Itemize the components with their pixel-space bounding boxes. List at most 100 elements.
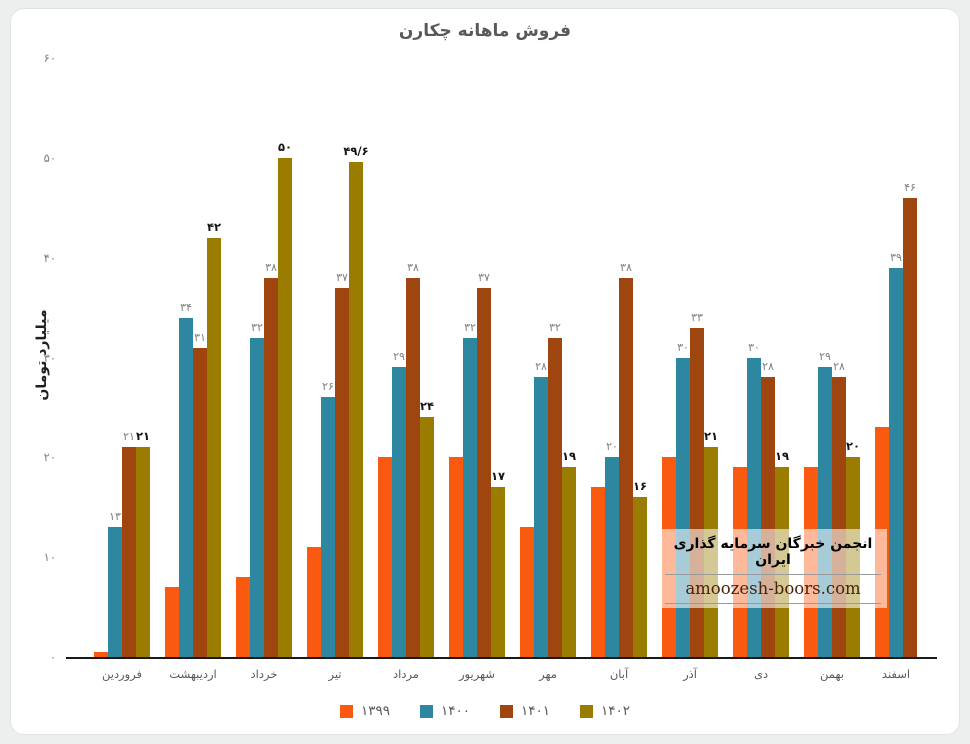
- bar-label-1401-month-5: ۳۷: [478, 270, 490, 284]
- bar-label-1402-month-6: ۱۹: [561, 449, 577, 464]
- x-label-month-9: دی: [753, 667, 769, 681]
- bar-label-1402-month-5: ۱۷: [490, 469, 506, 484]
- bar-label-1400-month-9: ۳۰: [748, 340, 760, 354]
- bar-1401-month-9: ۲۸: [761, 360, 775, 657]
- y-tick-10: ۱۰: [43, 550, 56, 565]
- bar-group-6: ۲۸ ۳۲ ۱۹ مهر: [520, 58, 576, 681]
- bar-label-1401-month-0: ۲۱: [123, 430, 135, 444]
- y-tick-30: ۳۰: [43, 350, 56, 365]
- bar-group-7: ۲۰ ۳۸ ۱۶ آبان: [591, 58, 647, 681]
- bar-label-1400-month-4: ۲۹: [393, 350, 405, 364]
- bar-1400-month-1: ۳۴: [179, 301, 193, 657]
- bar-1399-month-1: [165, 587, 179, 657]
- bar-1402-month-6: ۱۹: [562, 449, 576, 657]
- bar-label-1402-month-9: ۱۹: [774, 449, 790, 464]
- bar-1399-month-5: [449, 457, 463, 657]
- bar-label-1400-month-10: ۲۹: [819, 350, 831, 364]
- legend-swatch-1399: [339, 704, 353, 718]
- bar-1402-month-4: ۲۴: [420, 399, 434, 657]
- bar-1399-month-0: [94, 652, 108, 657]
- x-label-month-7: آبان: [609, 667, 629, 681]
- x-label-month-8: آذر: [683, 667, 697, 681]
- legend-swatch-1401: [500, 704, 513, 718]
- bar-1401-month-10: ۲۸: [832, 360, 846, 657]
- bar-1401-month-4: ۳۸: [406, 261, 420, 657]
- bar-1400-month-4: ۲۹: [392, 350, 406, 657]
- bar-1400-month-5: ۳۲: [463, 321, 477, 657]
- bar-label-1401-month-7: ۳۸: [620, 260, 632, 274]
- bar-1400-month-2: ۳۲: [250, 321, 264, 657]
- bar-group-0: ۱۳ ۲۱ ۲۱ فروردین: [94, 58, 151, 681]
- legend-swatch-1402: [580, 704, 594, 718]
- bar-label-1401-month-6: ۳۲: [549, 320, 561, 334]
- bar-1401-month-3: ۳۷: [335, 271, 349, 657]
- bar-1401-month-7: ۳۸: [619, 261, 633, 657]
- bar-label-1401-month-3: ۳۷: [336, 270, 348, 284]
- bar-1399-month-3: [307, 547, 321, 657]
- bar-label-1401-month-2: ۳۸: [265, 260, 277, 274]
- bar-1402-month-3: ۴۹/۶: [343, 144, 369, 657]
- bar-1399-month-2: [236, 577, 250, 657]
- bar-label-1402-month-4: ۲۴: [419, 399, 435, 414]
- bar-label-1402-month-10: ۲۰: [845, 439, 861, 454]
- bar-1401-month-1: ۳۱: [193, 331, 207, 657]
- bar-1402-month-1: ۴۲: [207, 220, 221, 657]
- x-label-month-0: فروردین: [101, 667, 143, 681]
- watermark: انجمن خبرگان سرمایه گذاری ایران amoozesh…: [659, 529, 887, 608]
- bar-1400-month-9: ۳۰: [747, 341, 761, 657]
- bar-label-1400-month-3: ۲۶: [322, 380, 334, 394]
- bar-group-2: ۳۲ ۳۸ ۵۰ خرداد: [236, 58, 292, 681]
- x-label-month-6: مهر: [539, 667, 557, 681]
- x-label-month-1: اردیبهشت: [169, 667, 217, 681]
- bar-label-1402-month-0: ۲۱: [135, 429, 151, 444]
- bar-1399-month-7: [591, 487, 605, 657]
- y-tick-20: ۲۰: [43, 450, 56, 465]
- bar-label-1401-month-8: ۳۳: [691, 310, 703, 324]
- legend-item-1399: ۱۳۹۹: [339, 703, 390, 719]
- bar-label-1402-month-1: ۴۲: [206, 219, 222, 234]
- legend-item-1402: ۱۴۰۲: [580, 703, 630, 719]
- legend-label-1400: ۱۴۰۰: [440, 703, 470, 719]
- bar-label-1400-month-1: ۳۴: [180, 300, 192, 314]
- bar-label-1400-month-8: ۳۰: [677, 340, 689, 354]
- y-tick-60: ۶۰: [43, 51, 56, 65]
- bar-label-1400-month-2: ۳۲: [251, 320, 263, 334]
- bar-1402-month-7: ۱۶: [633, 479, 647, 657]
- bar-label-1402-month-8: ۲۱: [703, 429, 719, 444]
- bar-label-1400-month-5: ۳۲: [464, 320, 476, 334]
- chart-title: فروش ماهانه چکارن: [398, 21, 572, 41]
- y-tick-0: ۰: [49, 650, 56, 664]
- bar-label-1401-month-1: ۳۱: [194, 330, 206, 344]
- bar-label-1402-month-2: ۵۰: [277, 139, 293, 154]
- bar-1399-month-6: [520, 527, 534, 657]
- bar-label-1400-month-0: ۱۳: [109, 510, 121, 524]
- bar-label-1400-month-11: ۳۹: [890, 250, 902, 264]
- chart-card: فروش ماهانه چکارن میلیارد تومان ۶۰ ۵۰ ۴۰ ۳۰…: [10, 8, 960, 735]
- bar-group-5: ۳۲ ۳۷ ۱۷ شهریور: [449, 58, 505, 681]
- x-label-month-4: مرداد: [393, 667, 419, 681]
- bar-1400-month-3: ۲۶: [321, 380, 335, 657]
- legend-label-1402: ۱۴۰۲: [601, 703, 631, 719]
- bar-1400-month-7: ۲۰: [605, 440, 619, 657]
- bar-label-1400-month-6: ۲۸: [535, 360, 547, 374]
- watermark-association-name: انجمن خبرگان سرمایه گذاری ایران: [673, 536, 873, 568]
- bar-1400-month-0: ۱۳: [108, 510, 122, 657]
- bar-label-1402-month-7: ۱۶: [632, 479, 648, 494]
- bar-1401-month-5: ۳۷: [477, 271, 491, 657]
- bar-1402-month-2: ۵۰: [278, 140, 292, 657]
- bar-group-4: ۲۹ ۳۸ ۲۴ مرداد: [378, 58, 434, 681]
- legend-swatch-1400: [419, 704, 433, 718]
- bar-1401-month-0: ۲۱: [122, 430, 136, 657]
- x-label-month-3: تیر: [328, 667, 342, 681]
- legend-label-1399: ۱۳۹۹: [360, 703, 390, 719]
- y-tick-50: ۵۰: [43, 150, 56, 165]
- bar-1402-month-5: ۱۷: [491, 469, 505, 657]
- bar-1400-month-11: ۳۹: [889, 251, 903, 657]
- y-tick-40: ۴۰: [43, 250, 56, 265]
- bar-label-1401-month-9: ۲۸: [762, 360, 774, 374]
- watermark-divider-top: [665, 574, 881, 575]
- bar-label-1402-month-3: ۴۹/۶: [343, 143, 369, 158]
- bar-label-1400-month-7: ۲۰: [606, 440, 618, 454]
- bar-label-1401-month-10: ۲۸: [833, 360, 845, 374]
- chart-legend: ۱۳۹۹ ۱۴۰۰ ۱۴۰۱ ۱۴۰۲: [11, 703, 959, 719]
